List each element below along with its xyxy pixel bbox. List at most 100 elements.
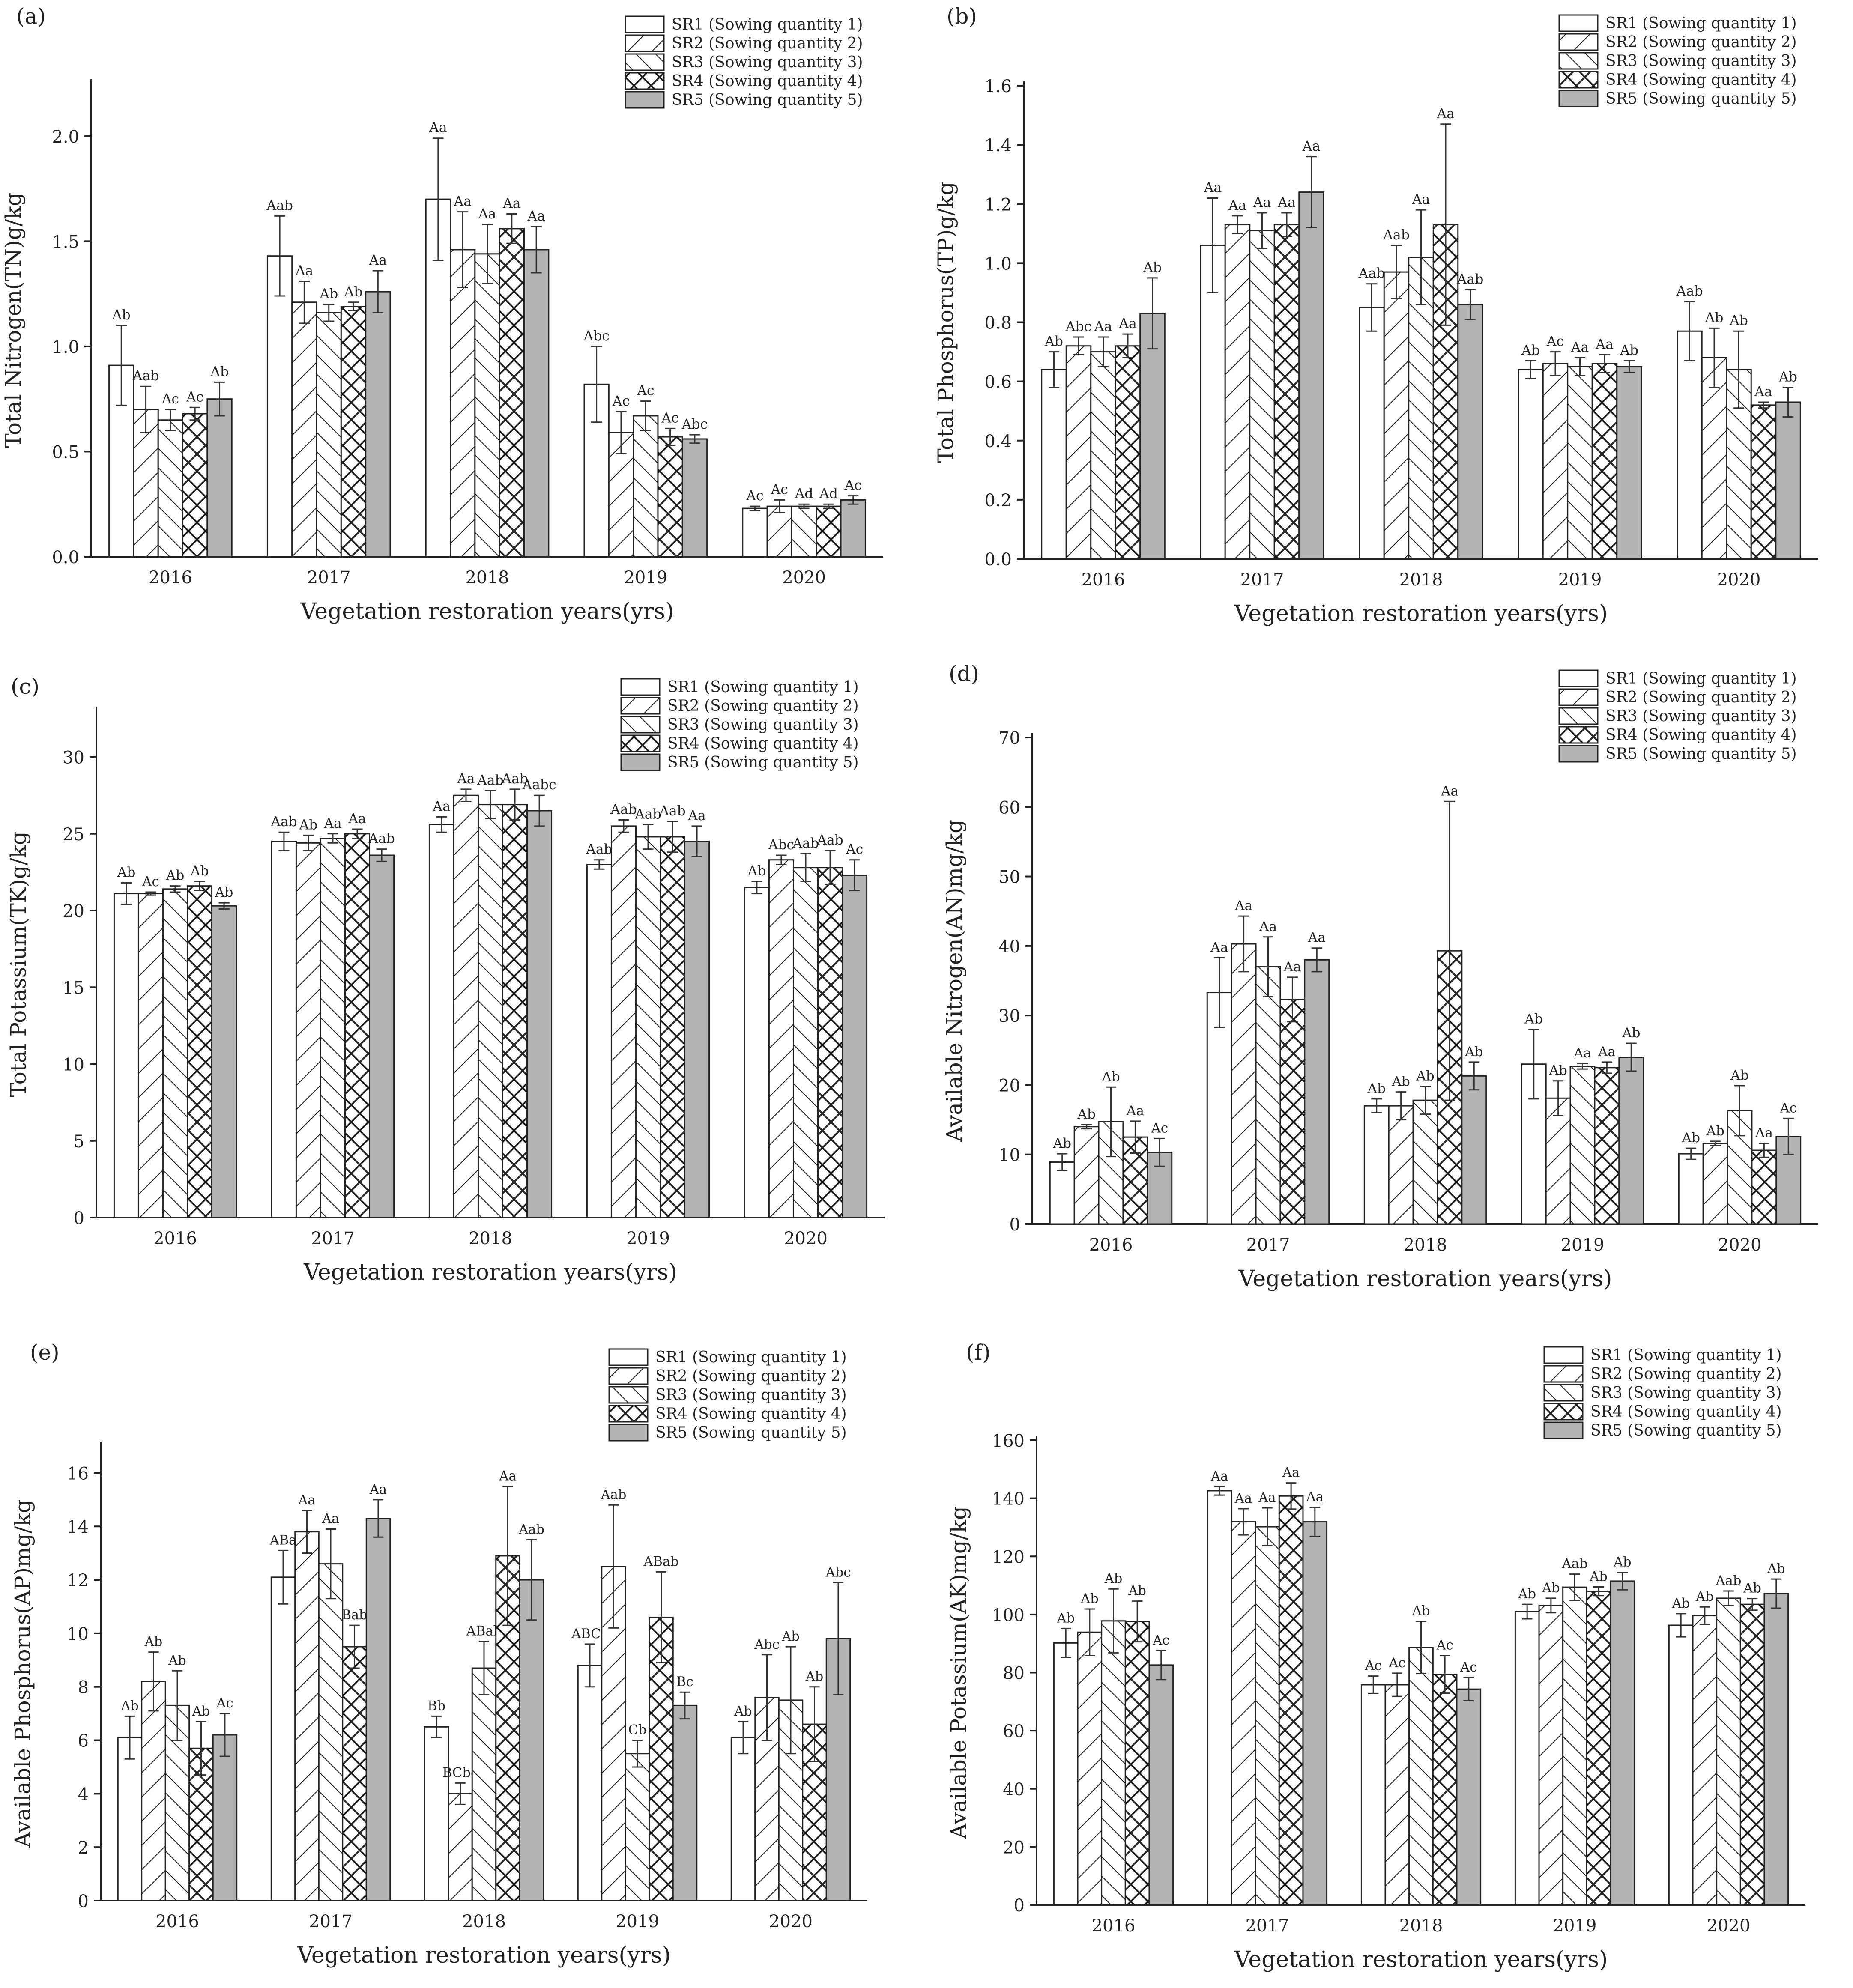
significance-label: Ac xyxy=(142,874,159,890)
legend-label: SR3 (Sowing quantity 3) xyxy=(1605,707,1797,725)
bar-sr3 xyxy=(1567,366,1593,560)
error-bar xyxy=(751,881,762,895)
y-tick-label: 0.4 xyxy=(984,432,1012,451)
x-tick-label: 2018 xyxy=(1399,570,1443,590)
significance-label: Ab xyxy=(215,885,233,900)
error-bar xyxy=(823,503,834,509)
bar-sr5 xyxy=(842,875,868,1218)
significance-label: Abc xyxy=(583,328,610,344)
x-tick-label: 2017 xyxy=(1246,1235,1290,1255)
error-bar xyxy=(455,1782,466,1805)
error-bar xyxy=(348,301,359,311)
significance-label: Ac xyxy=(1546,334,1564,349)
y-axis-title: Total Nitrogen(TN)g/kg xyxy=(1,192,26,448)
y-tick-label: 0.0 xyxy=(52,548,79,567)
significance-label: Bc xyxy=(676,1675,693,1690)
bar-sr5 xyxy=(519,1579,544,1901)
error-bar xyxy=(1440,123,1451,326)
significance-label: Aab xyxy=(1676,284,1703,299)
y-tick-label: 8 xyxy=(78,1678,89,1698)
error-bar xyxy=(1771,1578,1782,1609)
legend-swatch xyxy=(625,53,665,71)
legend-label: SR4 (Sowing quantity 4) xyxy=(1590,1403,1782,1421)
error-bar xyxy=(1420,1086,1431,1115)
y-tick-label: 20 xyxy=(1003,1838,1025,1857)
bar-sr2 xyxy=(294,1531,320,1901)
legend-label: SR1 (Sowing quantity 1) xyxy=(672,16,863,33)
significance-label: Ab xyxy=(1589,1569,1608,1584)
bar-sr2 xyxy=(295,842,321,1218)
significance-label: Aa xyxy=(1436,106,1455,122)
error-bar xyxy=(481,224,493,284)
error-bar xyxy=(608,1504,619,1629)
legend-swatch xyxy=(1558,726,1599,744)
chart-panel-6: (f) 0 20 40 60 80 100 120 140 160 Available Potass… xyxy=(946,1340,1805,1973)
bar-sr3 xyxy=(1408,1647,1434,1906)
significance-label: Ab xyxy=(1077,1107,1096,1122)
bar-sr3 xyxy=(471,1667,497,1901)
error-bar xyxy=(165,409,176,431)
y-tick-label: 4 xyxy=(78,1785,89,1804)
x-axis-title: Vegetation restoration years(yrs) xyxy=(1234,1947,1608,1973)
error-bar xyxy=(1391,245,1402,299)
y-tick-label: 0.5 xyxy=(52,442,79,462)
legend-label: SR1 (Sowing quantity 1) xyxy=(655,1349,847,1366)
legend-swatch xyxy=(620,716,661,734)
significance-label: Ab xyxy=(1412,1603,1430,1618)
bar-sr3 xyxy=(477,804,504,1218)
error-bar xyxy=(640,400,651,431)
error-bar xyxy=(665,427,676,446)
significance-label: Aab xyxy=(1562,1557,1588,1572)
error-bar xyxy=(485,790,496,819)
bar-sr1 xyxy=(270,1576,296,1901)
bar-sr4 xyxy=(1750,404,1777,560)
bar-sr5 xyxy=(369,854,395,1218)
significance-label: Ab xyxy=(1695,1589,1714,1604)
y-tick-label: 2.0 xyxy=(52,127,79,147)
legend: SR1 (Sowing quantity 1) SR2 (Sowing quant… xyxy=(625,15,863,109)
significance-label: Aab xyxy=(266,198,293,213)
error-bar xyxy=(214,381,225,417)
significance-label: Abc xyxy=(768,837,794,853)
error-bar xyxy=(616,411,627,454)
legend-label: SR3 (Sowing quantity 3) xyxy=(1590,1384,1782,1402)
error-bar xyxy=(848,495,859,505)
legend-swatch xyxy=(625,72,665,90)
error-bar xyxy=(1710,1140,1721,1146)
error-bar xyxy=(1214,957,1225,1028)
chart-panel-3: (c) 0 5 10 15 20 25 30 Total Potassium(TK)g/kg Ve… xyxy=(6,674,885,1285)
significance-label: Ac xyxy=(1436,1638,1453,1653)
bar-sr1 xyxy=(1359,307,1385,560)
legend-swatch xyxy=(608,1348,649,1366)
chart-panel-5: (e) 0 2 4 6 8 10 12 14 16 Available Phosphorus(AP)… xyxy=(10,1340,867,1968)
significance-label: Ab xyxy=(168,1653,186,1668)
error-bar xyxy=(1309,1507,1321,1537)
bar-sr3 xyxy=(1255,1526,1280,1906)
bar-sr2 xyxy=(1384,1684,1410,1906)
error-bar xyxy=(1232,215,1243,234)
significance-label: Bab xyxy=(341,1608,367,1623)
significance-label: Aa xyxy=(1118,316,1137,331)
error-bar xyxy=(1709,327,1720,388)
error-bar xyxy=(148,1651,159,1712)
significance-label: Aab xyxy=(1358,266,1385,281)
x-tick-label: 2019 xyxy=(1561,1235,1605,1255)
legend-swatch xyxy=(608,1424,649,1442)
error-bar xyxy=(1416,1620,1426,1675)
bar-sr3 xyxy=(1255,966,1281,1225)
significance-label: Ab xyxy=(1052,1136,1071,1151)
significance-label: Ab xyxy=(1464,1044,1483,1060)
significance-label: Aab xyxy=(634,806,661,822)
bar-sr5 xyxy=(1457,304,1483,560)
legend-swatch xyxy=(1543,1384,1584,1402)
y-axis-title: Available Potassium(AK)mg/kg xyxy=(946,1506,971,1839)
bar-sr4 xyxy=(1273,224,1300,560)
error-bar xyxy=(762,1654,772,1741)
error-bar xyxy=(219,1713,230,1757)
legend-label: SR1 (Sowing quantity 1) xyxy=(1590,1346,1782,1364)
error-bar xyxy=(689,434,700,444)
significance-label: Aabc xyxy=(522,777,556,793)
significance-label: Ab xyxy=(1704,310,1723,325)
significance-label: Aab xyxy=(501,771,528,787)
significance-label: Aa xyxy=(1204,180,1222,195)
